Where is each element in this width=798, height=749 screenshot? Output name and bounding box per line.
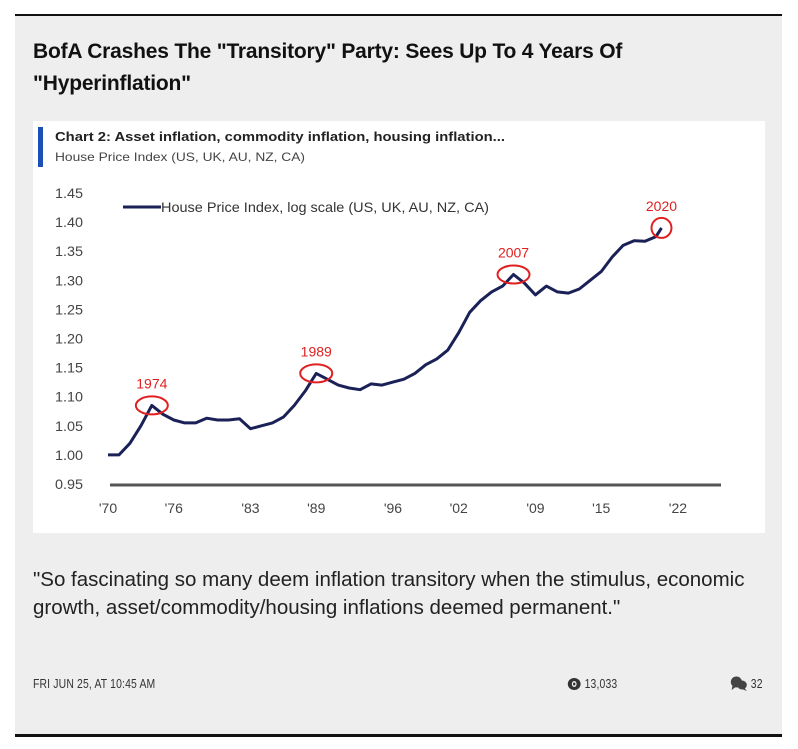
- y-tick-label: 1.35: [55, 243, 83, 259]
- house-price-line: [108, 227, 663, 457]
- y-tick-label: 1.10: [55, 389, 83, 405]
- x-tick-label: '89: [307, 500, 325, 516]
- article-date: FRI JUN 25, AT 10:45 AM: [33, 676, 156, 691]
- annotation-label: 2007: [498, 244, 529, 260]
- y-tick-label: 1.40: [55, 214, 83, 230]
- x-tick-label: '83: [241, 500, 259, 516]
- article-quote: "So fascinating so many deem inflation t…: [33, 568, 745, 619]
- y-tick-label: 0.95: [55, 476, 83, 492]
- x-tick-label: '15: [592, 500, 610, 516]
- annotation-circle: [134, 395, 169, 416]
- comment-count[interactable]: 32: [730, 676, 763, 691]
- y-tick-label: 1.30: [55, 272, 83, 288]
- chart-subtitle: House Price Index (US, UK, AU, NZ, CA): [55, 150, 305, 164]
- y-tick-label: 1.25: [55, 301, 83, 317]
- view-count-value: 13,033: [584, 676, 618, 691]
- y-tick-label: 1.20: [55, 331, 83, 347]
- chart-image: Chart 2: Asset inflation, commodity infl…: [33, 121, 765, 533]
- y-tick-label: 1.45: [55, 185, 83, 201]
- article-title[interactable]: BofA Crashes The "Transitory" Party: See…: [33, 40, 623, 95]
- y-tick-label: 1.00: [55, 447, 83, 463]
- comment-count-value: 32: [750, 676, 763, 691]
- legend-label: House Price Index, log scale (US, UK, AU…: [161, 199, 489, 215]
- article-card: BofA Crashes The "Transitory" Party: See…: [15, 14, 782, 737]
- annotation-circle: [496, 264, 531, 285]
- annotation-label: 1974: [136, 375, 167, 391]
- x-tick-label: '02: [450, 500, 468, 516]
- house-price-chart: Chart 2: Asset inflation, commodity infl…: [38, 127, 721, 516]
- y-tick-label: 1.15: [55, 360, 83, 376]
- annotation-circle: [299, 363, 334, 384]
- annotation-label: 2020: [646, 198, 677, 214]
- annotation-circle: [650, 216, 673, 239]
- title-bar: [38, 127, 43, 167]
- x-tick-label: '70: [99, 500, 117, 516]
- eye-icon: [567, 677, 581, 690]
- speech-bubbles-icon: [730, 676, 747, 691]
- x-tick-label: '09: [526, 500, 544, 516]
- x-tick-label: '22: [669, 500, 687, 516]
- x-tick-label: '96: [384, 500, 402, 516]
- chart-title: Chart 2: Asset inflation, commodity infl…: [55, 129, 505, 144]
- y-tick-label: 1.05: [55, 418, 83, 434]
- annotation-label: 1989: [301, 343, 332, 359]
- x-tick-label: '76: [165, 500, 183, 516]
- view-count: 13,033: [567, 676, 617, 691]
